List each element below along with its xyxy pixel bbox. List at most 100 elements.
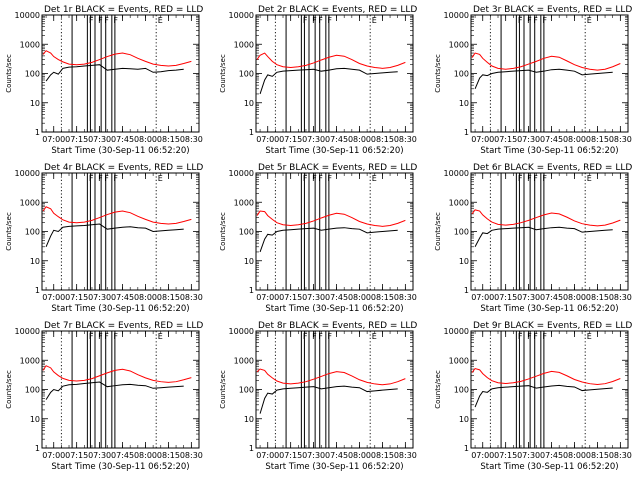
event-marker-label: F bbox=[98, 332, 103, 341]
y-axis-label: Counts/sec bbox=[434, 212, 442, 251]
y-tick-label: 100 bbox=[25, 386, 40, 395]
y-tick-label: 10000 bbox=[444, 327, 469, 336]
y-tick-label: 10 bbox=[30, 257, 40, 266]
chart-panel-4: Det 4r BLACK = Events, RED = LLD Counts/s… bbox=[5, 163, 203, 314]
x-tick-label: 07:00 bbox=[471, 451, 494, 460]
event-marker-label: F bbox=[327, 16, 332, 25]
lld-series-line bbox=[471, 367, 621, 386]
chart-panel-5: Det 5r BLACK = Events, RED = LLD Counts/s… bbox=[219, 163, 417, 314]
x-axis-label: Start Time (30-Sep-11 06:52:20) bbox=[265, 304, 403, 314]
x-tick-label: 08:30 bbox=[180, 135, 203, 144]
event-marker-label: F bbox=[327, 174, 332, 183]
x-axis-label: Start Time (30-Sep-11 06:52:20) bbox=[480, 304, 618, 314]
x-axis-label: Start Time (30-Sep-11 06:52:20) bbox=[265, 146, 403, 156]
event-marker-label: F bbox=[518, 174, 523, 183]
y-tick-label: 10000 bbox=[444, 169, 469, 178]
chart-panel-2: Det 2r BLACK = Events, RED = LLD Counts/s… bbox=[219, 5, 417, 156]
event-marker-label: F bbox=[89, 174, 94, 183]
x-tick-label: 08:00 bbox=[348, 451, 371, 460]
x-tick-label: 07:15 bbox=[494, 293, 517, 302]
x-tick-label: 08:15 bbox=[157, 451, 180, 460]
y-axis-label: Counts/sec bbox=[434, 370, 442, 409]
plot-frame bbox=[470, 330, 629, 449]
plot-frame bbox=[255, 330, 414, 449]
x-tick-label: 07:45 bbox=[111, 451, 134, 460]
x-tick-label: 07:00 bbox=[42, 293, 65, 302]
lld-series-line bbox=[42, 365, 192, 383]
y-tick-label: 1 bbox=[249, 128, 254, 137]
y-tick-label: 10000 bbox=[15, 11, 40, 20]
event-marker-label: F bbox=[312, 332, 317, 341]
y-tick-label: 1 bbox=[464, 128, 469, 137]
y-tick-label: 10 bbox=[30, 415, 40, 424]
event-marker-label: E bbox=[158, 174, 163, 183]
chart-title: Det 6r BLACK = Events, RED = LLD bbox=[473, 163, 632, 173]
x-axis-label: Start Time (30-Sep-11 06:52:20) bbox=[480, 462, 618, 472]
event-marker-label: F bbox=[303, 332, 308, 341]
events-series-line bbox=[474, 68, 613, 89]
y-tick-label: 10 bbox=[459, 257, 469, 266]
event-marker-label: E bbox=[158, 332, 163, 341]
event-marker-label: F bbox=[89, 16, 94, 25]
x-tick-label: 07:30 bbox=[302, 451, 325, 460]
event-marker-label: E bbox=[158, 16, 163, 25]
y-tick-label: 10 bbox=[244, 257, 254, 266]
x-tick-label: 08:00 bbox=[134, 451, 157, 460]
y-tick-label: 1000 bbox=[234, 40, 254, 49]
x-tick-label: 07:15 bbox=[279, 451, 302, 460]
x-tick-label: 08:00 bbox=[563, 451, 586, 460]
x-tick-label: 07:45 bbox=[540, 293, 563, 302]
y-tick-label: 10000 bbox=[229, 11, 254, 20]
chart-title: Det 5r BLACK = Events, RED = LLD bbox=[258, 163, 417, 173]
plot-frame bbox=[41, 14, 200, 133]
x-tick-label: 08:15 bbox=[586, 135, 609, 144]
lld-series-line bbox=[471, 209, 621, 227]
y-axis-label: Counts/sec bbox=[219, 54, 227, 93]
lld-series-line bbox=[256, 368, 406, 386]
plot-frame bbox=[41, 172, 200, 291]
y-tick-label: 100 bbox=[454, 70, 469, 79]
y-tick-label: 10000 bbox=[229, 169, 254, 178]
y-tick-label: 100 bbox=[239, 228, 254, 237]
x-tick-label: 07:00 bbox=[471, 293, 494, 302]
event-marker-label: E bbox=[372, 16, 377, 25]
event-marker-label: F bbox=[542, 174, 547, 183]
y-tick-label: 1000 bbox=[234, 198, 254, 207]
y-tick-label: 1 bbox=[464, 286, 469, 295]
event-marker-label: F bbox=[318, 332, 323, 341]
y-axis-label: Counts/sec bbox=[219, 212, 227, 251]
event-marker-label: F bbox=[542, 332, 547, 341]
events-series-line bbox=[45, 381, 184, 400]
event-marker-label: E bbox=[372, 174, 377, 183]
y-axis-label: Counts/sec bbox=[434, 54, 442, 93]
x-tick-label: 08:00 bbox=[134, 293, 157, 302]
x-tick-label: 07:45 bbox=[111, 135, 134, 144]
x-tick-label: 08:15 bbox=[371, 293, 394, 302]
x-tick-label: 08:15 bbox=[371, 135, 394, 144]
chart-title: Det 4r BLACK = Events, RED = LLD bbox=[44, 163, 203, 173]
x-tick-label: 08:00 bbox=[348, 135, 371, 144]
y-tick-label: 10000 bbox=[229, 327, 254, 336]
events-series-line bbox=[259, 227, 398, 253]
event-marker-label: E bbox=[587, 174, 592, 183]
event-marker-label: F bbox=[533, 174, 538, 183]
x-tick-label: 07:30 bbox=[88, 135, 111, 144]
x-tick-label: 07:45 bbox=[325, 135, 348, 144]
x-tick-label: 08:15 bbox=[157, 135, 180, 144]
y-tick-label: 10 bbox=[30, 99, 40, 108]
event-marker-label: F bbox=[89, 332, 94, 341]
event-marker-label: F bbox=[527, 174, 532, 183]
event-marker-label: F bbox=[98, 174, 103, 183]
chart-title: Det 2r BLACK = Events, RED = LLD bbox=[258, 5, 417, 15]
y-tick-label: 1 bbox=[249, 444, 254, 453]
x-tick-label: 07:00 bbox=[256, 451, 279, 460]
event-marker-label: F bbox=[98, 16, 103, 25]
chart-title: Det 8r BLACK = Events, RED = LLD bbox=[258, 321, 417, 331]
lld-series-line bbox=[471, 52, 621, 71]
chart-panel-7: Det 7r BLACK = Events, RED = LLD Counts/s… bbox=[5, 321, 203, 472]
x-tick-label: 07:30 bbox=[302, 293, 325, 302]
event-marker-label: F bbox=[518, 16, 523, 25]
event-marker-label: F bbox=[104, 174, 109, 183]
chart-panel-8: Det 8r BLACK = Events, RED = LLD Counts/s… bbox=[219, 321, 417, 472]
y-tick-label: 100 bbox=[239, 386, 254, 395]
